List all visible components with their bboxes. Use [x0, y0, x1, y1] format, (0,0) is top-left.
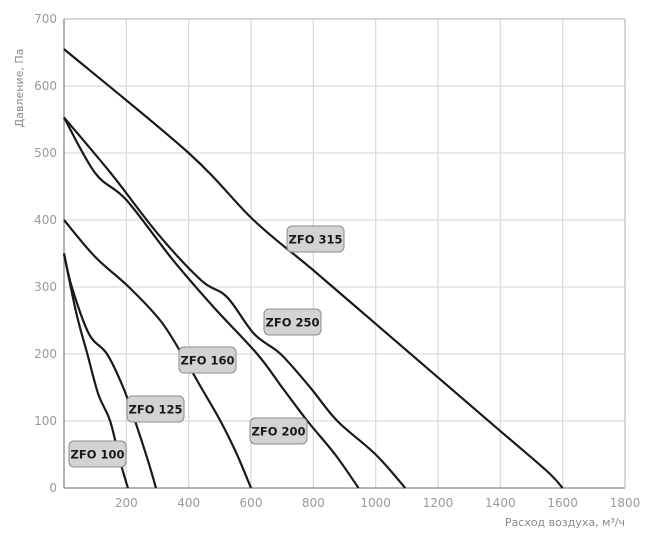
y-tick-label: 400 — [34, 213, 57, 227]
grid — [64, 18, 626, 488]
x-tick-label: 1800 — [610, 496, 641, 510]
x-tick-label: 600 — [240, 496, 263, 510]
series-lines — [62, 48, 564, 489]
series-label-zfo-100: ZFO 100 — [68, 440, 127, 468]
series-label-zfo-200: ZFO 200 — [249, 417, 308, 445]
x-tick-labels: 200 400 600 800 1000 1200 1400 1600 1800 — [115, 496, 640, 510]
y-tick-label: 200 — [34, 347, 57, 361]
label-box — [126, 395, 185, 423]
series-label-zfo-160: ZFO 160 — [178, 346, 237, 374]
y-tick-label: 300 — [34, 280, 57, 294]
y-tick-labels: 0 100 200 300 400 500 600 700 — [34, 12, 57, 495]
x-tick-label: 1400 — [485, 496, 516, 510]
label-box — [286, 225, 345, 253]
series-line-zfo-250 — [63, 116, 407, 489]
series-label-zfo-315: ZFO 315 — [286, 225, 345, 253]
y-tick-label: 0 — [49, 481, 57, 495]
series-line-zfo-125 — [62, 253, 157, 489]
label-text: ZFO 200 — [252, 425, 306, 439]
x-tick-label: 800 — [302, 496, 325, 510]
series-line-zfo-200 — [63, 116, 360, 489]
y-tick-label: 100 — [34, 414, 57, 428]
x-axis-label: Расход воздуха, м³/ч — [505, 516, 625, 529]
y-tick-label: 500 — [34, 146, 57, 160]
label-text: ZFO 250 — [266, 316, 320, 330]
y-axis-label: Давление, Па — [13, 49, 26, 128]
series-line-zfo-315 — [63, 48, 564, 489]
label-text: ZFO 160 — [181, 354, 235, 368]
series-label-zfo-125: ZFO 125 — [126, 395, 185, 423]
y-tick-label: 600 — [34, 79, 57, 93]
x-tick-label: 1200 — [423, 496, 454, 510]
label-text: ZFO 100 — [71, 448, 125, 462]
series-label-zfo-250: ZFO 250 — [263, 308, 322, 336]
label-text: ZFO 315 — [289, 233, 343, 247]
x-tick-label: 1600 — [547, 496, 578, 510]
y-tick-label: 700 — [34, 12, 57, 26]
label-box — [68, 440, 127, 468]
x-tick-label: 1000 — [360, 496, 391, 510]
label-box — [249, 417, 308, 445]
label-box — [178, 346, 237, 374]
x-tick-label: 200 — [115, 496, 138, 510]
series-labels: ZFO 100 ZFO 125 ZFO 160 ZFO 200 ZFO 250 ZFO 3… — [68, 225, 345, 468]
label-text: ZFO 125 — [129, 403, 183, 417]
label-box — [263, 308, 322, 336]
x-tick-label: 400 — [177, 496, 200, 510]
